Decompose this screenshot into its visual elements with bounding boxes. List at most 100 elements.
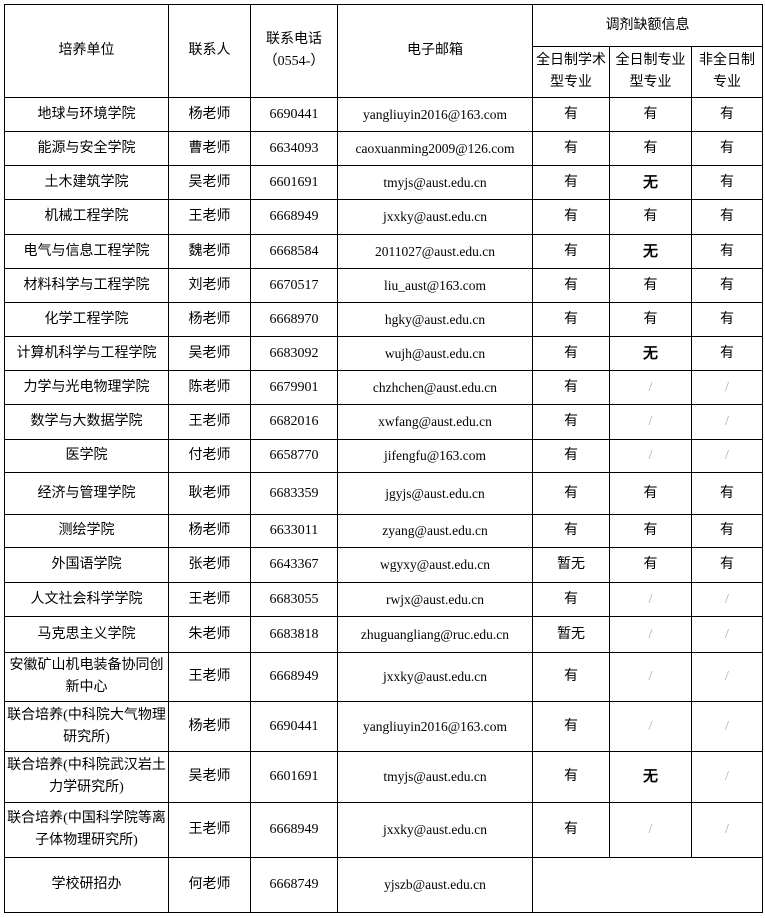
email-cell: 2011027@aust.edu.cn [337,234,533,269]
professional-cell: 无 [609,165,692,200]
academic-cell: 有 [532,268,610,303]
phone-cell: 6679901 [250,370,338,405]
contact-cell: 朱老师 [168,616,251,653]
parttime-cell: / [691,582,763,617]
parttime-cell: / [691,652,763,702]
phone-cell: 6683818 [250,616,338,653]
academic-cell: 有 [532,751,610,803]
email-cell: jgyjs@aust.edu.cn [337,472,533,515]
phone-cell: 6668749 [250,857,338,913]
table-row: 机械工程学院 王老师 6668949 jxxky@aust.edu.cn 有有有 [4,199,763,235]
professional-cell: / [609,370,692,405]
email-cell: hgky@aust.edu.cn [337,302,533,337]
table-row: 人文社会科学学院 王老师 6683055 rwjx@aust.edu.cn 有 / / [4,582,763,617]
phone-cell: 6634093 [250,131,338,166]
table-row: 电气与信息工程学院 魏老师 6668584 2011027@aust.edu.cn 有无… [4,234,763,269]
table-row: 力学与光电物理学院 陈老师 6679901 chzhchen@aust.edu.cn 有… [4,370,763,405]
parttime-cell: / [691,404,763,440]
professional-cell: 有 [609,514,692,548]
contact-cell: 王老师 [168,802,251,858]
contact-cell: 耿老师 [168,472,251,515]
academic-cell: 有 [532,404,610,440]
contact-cell: 王老师 [168,582,251,617]
professional-cell: 有 [609,268,692,303]
unit-cell: 学校研招办 [4,857,169,913]
phone-cell: 6643367 [250,547,338,583]
table-row: 材料科学与工程学院 刘老师 6670517 liu_aust@163.com 有有有 [4,268,763,303]
email-cell: caoxuanming2009@126.com [337,131,533,166]
phone-cell: 6668584 [250,234,338,269]
academic-cell: 有 [532,439,610,473]
professional-cell: 有 [609,472,692,515]
professional-cell: 有 [609,547,692,583]
header-phone: 联系电话 （0554-） [250,4,338,98]
contact-cell: 曹老师 [168,131,251,166]
contact-cell: 王老师 [168,652,251,702]
contact-cell: 吴老师 [168,751,251,803]
academic-cell: 有 [532,302,610,337]
email-cell: zhuguangliang@ruc.edu.cn [337,616,533,653]
table-row: 联合培养(中国科学院等离子体物理研究所) 王老师 6668949 jxxky@aust… [4,802,763,858]
email-cell: jxxky@aust.edu.cn [337,652,533,702]
parttime-cell: / [691,370,763,405]
contact-cell: 何老师 [168,857,251,913]
academic-cell: 有 [532,131,610,166]
professional-cell: 有 [609,302,692,337]
contact-cell: 杨老师 [168,514,251,548]
phone-cell: 6668949 [250,652,338,702]
professional-cell: 有 [609,131,692,166]
phone-cell: 6690441 [250,97,338,132]
professional-cell: / [609,802,692,858]
parttime-cell: 有 [691,199,763,235]
empty-merged-cell [532,857,763,913]
academic-cell: 有 [532,336,610,371]
professional-cell: 无 [609,234,692,269]
unit-cell: 力学与光电物理学院 [4,370,169,405]
unit-cell: 化学工程学院 [4,302,169,337]
parttime-cell: / [691,701,763,752]
unit-cell: 联合培养(中国科学院等离子体物理研究所) [4,802,169,858]
academic-cell: 有 [532,199,610,235]
unit-cell: 土木建筑学院 [4,165,169,200]
academic-cell: 有 [532,514,610,548]
header-vacancy-group: 调剂缺额信息 [532,4,763,47]
parttime-cell: 有 [691,336,763,371]
contact-cell: 吴老师 [168,336,251,371]
contact-cell: 付老师 [168,439,251,473]
unit-cell: 外国语学院 [4,547,169,583]
parttime-cell: 有 [691,234,763,269]
professional-cell: / [609,404,692,440]
professional-cell: / [609,652,692,702]
contact-cell: 吴老师 [168,165,251,200]
contact-cell: 杨老师 [168,97,251,132]
email-cell: jxxky@aust.edu.cn [337,802,533,858]
academic-cell: 有 [532,701,610,752]
contact-cell: 魏老师 [168,234,251,269]
unit-cell: 经济与管理学院 [4,472,169,515]
phone-cell: 6658770 [250,439,338,473]
professional-cell: 无 [609,751,692,803]
table-row: 安徽矿山机电装备协同创新中心 王老师 6668949 jxxky@aust.edu.c… [4,652,763,702]
email-cell: wujh@aust.edu.cn [337,336,533,371]
unit-cell: 机械工程学院 [4,199,169,235]
header-phone-label: 联系电话 [266,32,322,47]
parttime-cell: 有 [691,268,763,303]
parttime-cell: 有 [691,302,763,337]
email-cell: tmyjs@aust.edu.cn [337,165,533,200]
unit-cell: 材料科学与工程学院 [4,268,169,303]
contact-cell: 张老师 [168,547,251,583]
table-row: 化学工程学院 杨老师 6668970 hgky@aust.edu.cn 有有有 [4,302,763,337]
header-email: 电子邮箱 [337,4,533,98]
unit-cell: 能源与安全学院 [4,131,169,166]
unit-cell: 数学与大数据学院 [4,404,169,440]
email-cell: jifengfu@163.com [337,439,533,473]
header-parttime: 非全日制专业 [691,46,763,98]
email-cell: yangliuyin2016@163.com [337,701,533,752]
professional-cell: / [609,616,692,653]
phone-cell: 6668949 [250,802,338,858]
phone-cell: 6683359 [250,472,338,515]
email-cell: tmyjs@aust.edu.cn [337,751,533,803]
professional-cell: 无 [609,336,692,371]
unit-cell: 测绘学院 [4,514,169,548]
email-cell: yangliuyin2016@163.com [337,97,533,132]
